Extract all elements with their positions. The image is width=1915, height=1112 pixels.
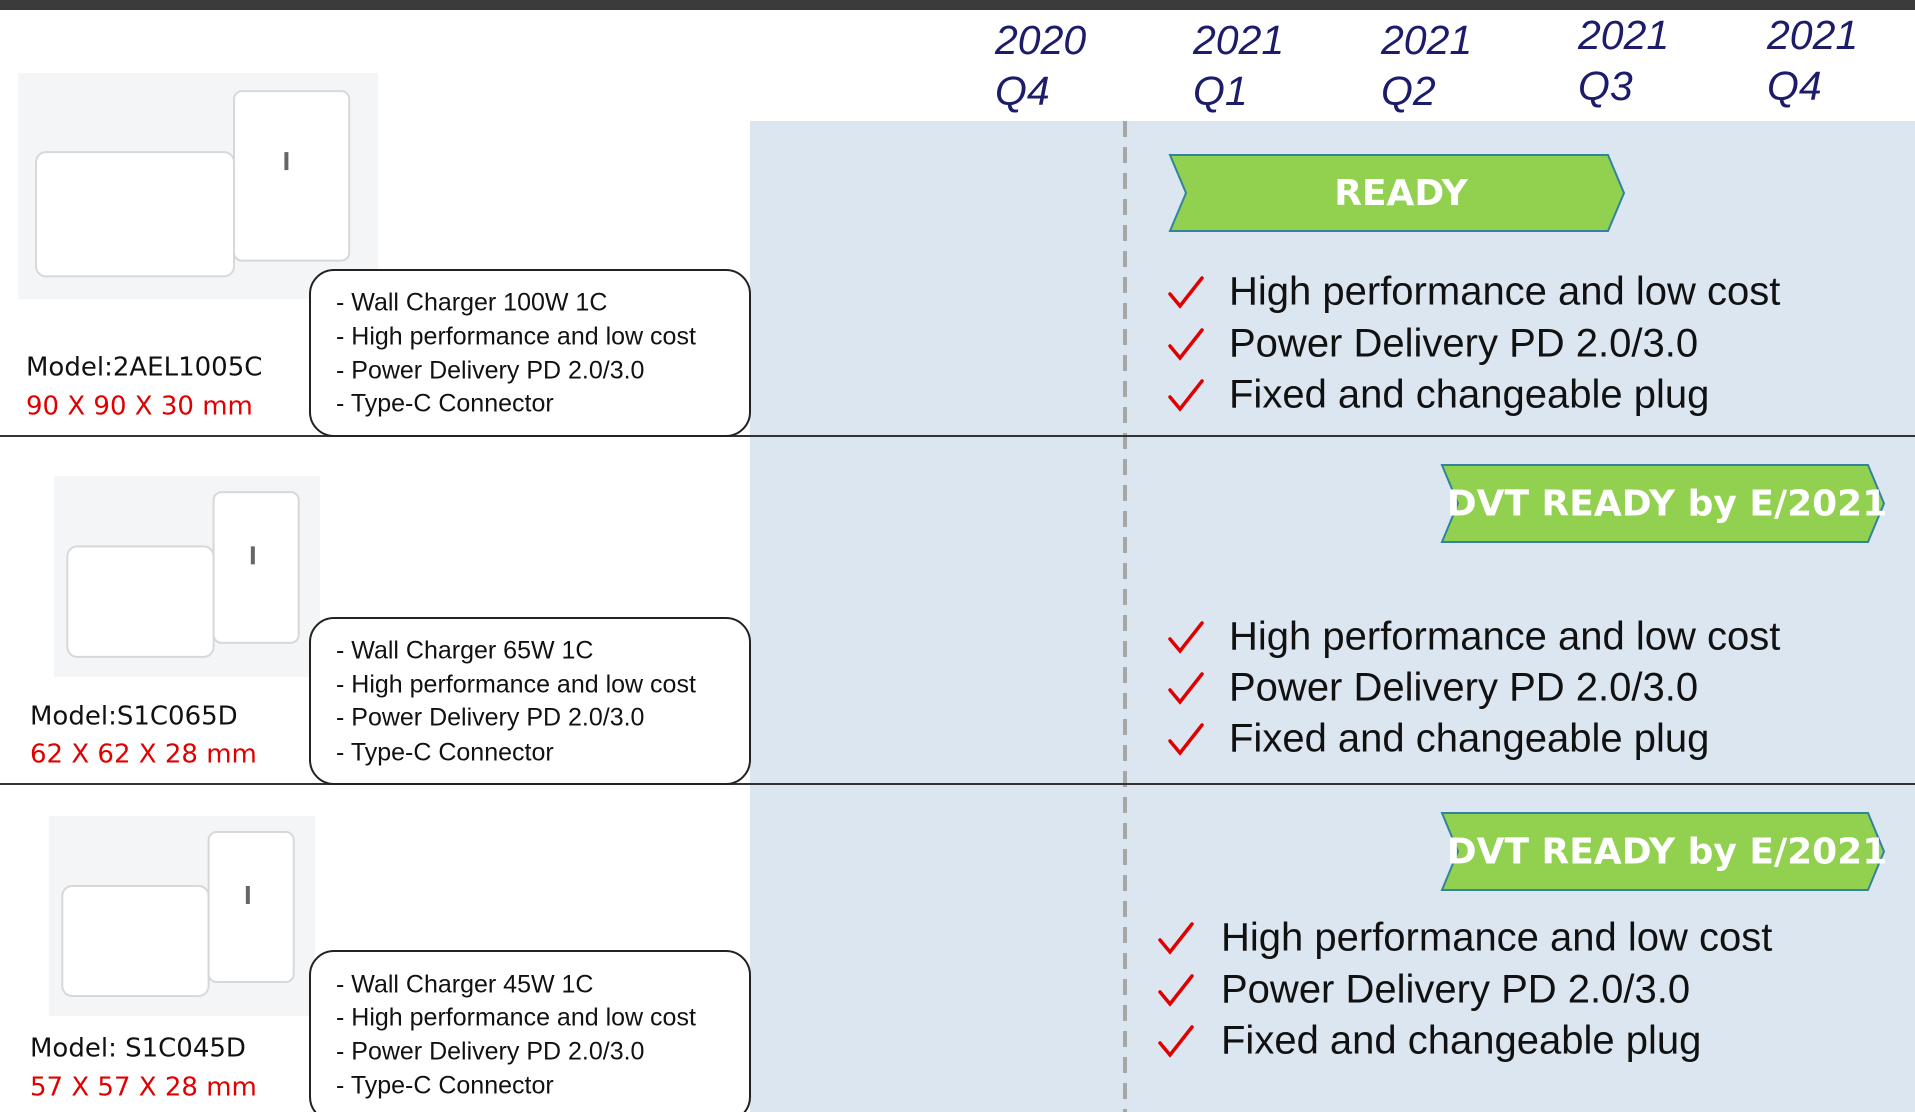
feature: Power Delivery PD 2.0/3.0 [1221, 968, 1690, 1012]
model-size: 57 X 57 X 28 mm [30, 1073, 257, 1103]
quarter-label: Q4 [995, 68, 1050, 114]
usb-port [246, 886, 250, 904]
spec-line: - High performance and low cost [336, 1004, 696, 1032]
quarter-year: 2021 [1577, 12, 1669, 58]
spec-line: - Type-C Connector [336, 1072, 554, 1100]
model-name: Model:2AEL1005C [26, 353, 262, 383]
charger-body [214, 492, 299, 643]
page: 2020 Q4 2021 Q1 2021 Q2 2021 Q3 2021 Q4 Model:2AEL… [0, 0, 1915, 1112]
spec-line: - Type-C Connector [336, 739, 554, 767]
feature: Fixed and changeable plug [1229, 717, 1709, 761]
quarter-label: Q3 [1578, 63, 1633, 109]
roadmap-slide: 2020 Q4 2021 Q1 2021 Q2 2021 Q3 2021 Q4 Model:2AEL… [0, 0, 1915, 1112]
spec-line: - Wall Charger 100W 1C [336, 289, 607, 317]
charger-body [62, 886, 208, 996]
quarter-year: 2021 [1192, 17, 1284, 63]
feature: High performance and low cost [1229, 270, 1780, 314]
model-name: Model:S1C065D [30, 702, 238, 732]
spec-line: - Power Delivery PD 2.0/3.0 [336, 357, 644, 385]
quarter-label: Q4 [1767, 63, 1822, 109]
feature: High performance and low cost [1221, 916, 1772, 960]
spec-line: - Type-C Connector [336, 390, 554, 418]
quarter-label: Q1 [1193, 68, 1248, 114]
usb-port [284, 152, 288, 170]
quarter-year: 2021 [1766, 12, 1858, 58]
feature: Fixed and changeable plug [1221, 1019, 1701, 1063]
spec-line: - Power Delivery PD 2.0/3.0 [336, 704, 644, 732]
usb-port [251, 546, 255, 564]
spec-line: - Power Delivery PD 2.0/3.0 [336, 1038, 644, 1066]
feature: Fixed and changeable plug [1229, 373, 1709, 417]
quarter-year: 2020 [994, 17, 1086, 63]
spec-line: - High performance and low cost [336, 323, 696, 351]
charger-body [234, 91, 349, 261]
status-label: DVT READY by E/2021 [1447, 484, 1888, 525]
spec-line: - Wall Charger 45W 1C [336, 971, 593, 999]
model-size: 62 X 62 X 28 mm [30, 740, 257, 770]
feature: Power Delivery PD 2.0/3.0 [1229, 666, 1698, 710]
spec-line: - Wall Charger 65W 1C [336, 637, 593, 665]
spec-line: - High performance and low cost [336, 671, 696, 699]
model-size: 90 X 90 X 30 mm [26, 392, 253, 422]
status-label: DVT READY by E/2021 [1447, 832, 1888, 873]
charger-body [209, 832, 294, 982]
feature: Power Delivery PD 2.0/3.0 [1229, 322, 1698, 366]
quarter-year: 2021 [1380, 17, 1472, 63]
charger-body [67, 546, 213, 657]
quarter-label: Q2 [1381, 68, 1436, 114]
feature: High performance and low cost [1229, 615, 1780, 659]
status-label: READY [1334, 173, 1468, 214]
charger-body [36, 152, 234, 276]
top-bar [0, 0, 1915, 10]
model-name: Model: S1C045D [30, 1034, 246, 1064]
